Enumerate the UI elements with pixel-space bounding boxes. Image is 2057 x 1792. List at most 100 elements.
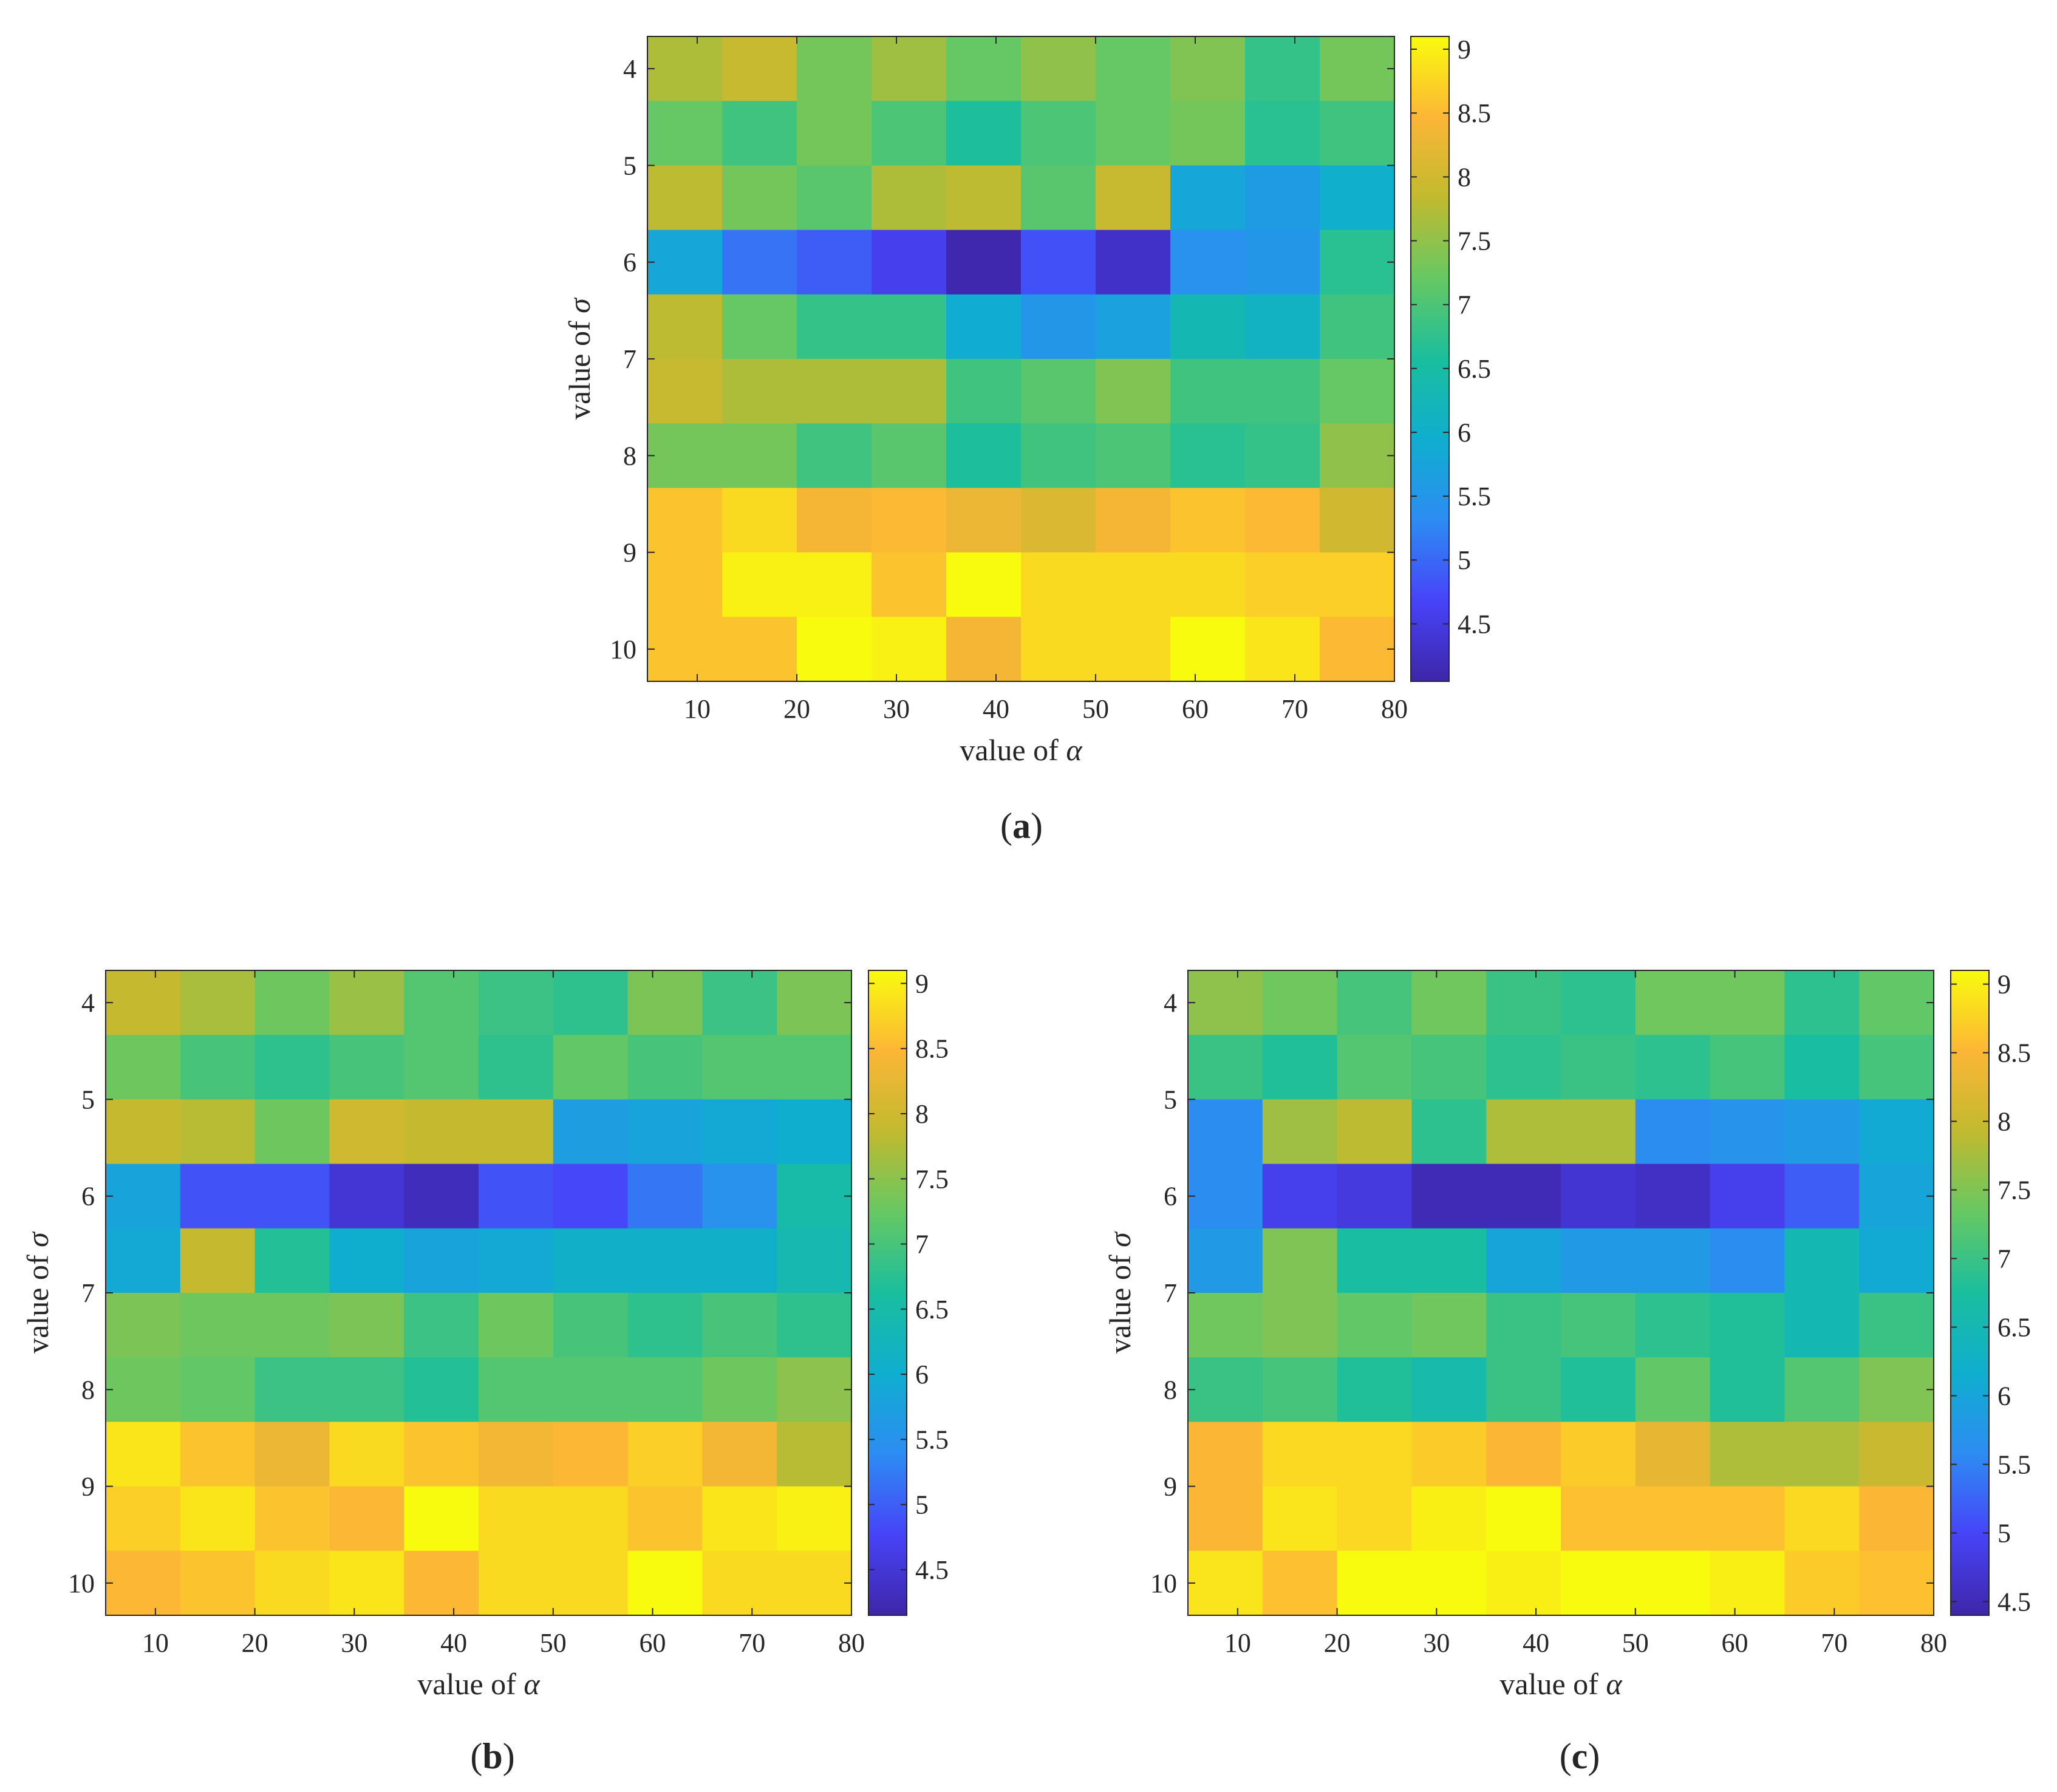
colorbar-tick-label: 4.5 (1997, 1587, 2031, 1617)
heatmap-cell (627, 1550, 703, 1616)
heatmap-cell (1561, 1357, 1636, 1422)
heatmap-cell (1320, 616, 1395, 682)
x-tick-label: 80 (1381, 694, 1408, 724)
heatmap-cell (797, 294, 872, 359)
x-tick-label: 20 (1324, 1628, 1351, 1658)
heatmap-cell (702, 1422, 777, 1487)
heatmap-cell (647, 36, 723, 101)
heatmap-cell (1245, 552, 1320, 618)
heatmap-cell (777, 1357, 852, 1422)
heatmap-cell (797, 552, 872, 618)
heatmap-cell (479, 1486, 554, 1552)
heatmap-cell (1635, 1228, 1711, 1293)
heatmap-cell (647, 165, 723, 231)
heatmap-cell (1021, 552, 1096, 618)
heatmap-cell (1486, 1293, 1561, 1358)
heatmap-cell (1245, 488, 1320, 553)
heatmap-cell (722, 294, 797, 359)
colorbar-tick-label: 9 (1458, 35, 1471, 64)
x-axis-label: value of α (1499, 1667, 1623, 1701)
heatmap-cell (872, 230, 947, 295)
heatmap-cell (553, 1486, 629, 1552)
y-tick-label: 7 (1164, 1278, 1177, 1308)
colorbar-tick-label: 4.5 (915, 1555, 949, 1585)
caption-letter: c (1572, 1736, 1588, 1776)
colorbar (868, 970, 907, 1616)
heatmap-cell (1188, 1550, 1263, 1616)
x-tick-label: 70 (739, 1628, 765, 1658)
y-axis-label: value of σ (21, 1231, 55, 1354)
heatmap-cell (722, 165, 797, 231)
heatmap-cell (1710, 1486, 1785, 1552)
heatmap-cell (777, 1099, 852, 1165)
heatmap-cell (1320, 359, 1395, 424)
heatmap-cell (329, 1293, 404, 1358)
heatmap-cell (647, 294, 723, 359)
heatmap-cell (1784, 1293, 1860, 1358)
heatmap-cell (702, 1357, 777, 1422)
heatmap-cell (1635, 1422, 1711, 1487)
heatmap-cell (1859, 970, 1934, 1035)
heatmap-cell (1635, 1293, 1711, 1358)
heatmap-cell (479, 1228, 554, 1293)
heatmap-cell (946, 488, 1022, 553)
heatmap-cell (1486, 1357, 1561, 1422)
heatmap-cell (627, 970, 703, 1035)
y-tick-label: 6 (1164, 1182, 1177, 1211)
heatmap-cell (1710, 1357, 1785, 1422)
heatmap-cell (1096, 230, 1171, 295)
heatmap-cell (1245, 36, 1320, 101)
heatmap-cell (1561, 1163, 1636, 1229)
colorbar-tick-label: 9 (915, 969, 929, 998)
x-axis-label-text: value of (1499, 1667, 1606, 1701)
heatmap-cell (1170, 552, 1246, 618)
colorbar-tick-label: 8 (1997, 1107, 2011, 1137)
colorbar-tick-label: 6 (1458, 418, 1471, 448)
heatmap-cell (553, 1422, 629, 1487)
heatmap-cell (1245, 101, 1320, 166)
caption-close: ) (503, 1736, 515, 1776)
heatmap-cell (1859, 1422, 1934, 1487)
heatmap-cell (254, 1550, 330, 1616)
heatmap-cell (1096, 616, 1171, 682)
heatmap-cell (1188, 1163, 1263, 1229)
y-tick-label: 8 (623, 441, 636, 471)
colorbar-tick-label: 6.5 (1458, 354, 1491, 384)
heatmap-cell (722, 488, 797, 553)
heatmap-cell (1262, 970, 1338, 1035)
heatmap-cell (1245, 616, 1320, 682)
heatmap-cell (1021, 101, 1096, 166)
colorbar-tick-label: 8 (1458, 162, 1471, 192)
heatmap-cell (1337, 1035, 1412, 1100)
heatmap-cell (404, 1550, 479, 1616)
heatmap-cell (106, 1293, 181, 1358)
heatmap-cell (180, 1099, 256, 1165)
y-axis-label-text: value of (1103, 1247, 1137, 1354)
heatmap-cell (1021, 616, 1096, 682)
heatmap-cell (180, 1228, 256, 1293)
heatmap-cell (1561, 970, 1636, 1035)
heatmap-cell (946, 294, 1022, 359)
heatmap-cell (1859, 1099, 1934, 1165)
heatmap-cell (106, 1550, 181, 1616)
heatmap-cell (404, 1099, 479, 1165)
heatmap-cell (946, 552, 1022, 618)
heatmap-cell (106, 1035, 181, 1100)
heatmap-cell (722, 359, 797, 424)
colorbar-tick-label: 7.5 (1997, 1176, 2031, 1205)
heatmap-cell (1262, 1035, 1338, 1100)
heatmap-cell (1710, 1035, 1785, 1100)
heatmap-cell (329, 970, 404, 1035)
heatmap-cell (702, 1486, 777, 1552)
panel-caption: (b) (470, 1736, 514, 1776)
heatmap-cell (1337, 1486, 1412, 1552)
panel-caption: (c) (1560, 1736, 1600, 1776)
heatmap-cell (1486, 1099, 1561, 1165)
heatmap-cell (1170, 294, 1246, 359)
y-axis-symbol: σ (21, 1231, 55, 1247)
heatmap-cell (1337, 970, 1412, 1035)
heatmap-cell (553, 1099, 629, 1165)
heatmap-cell (1021, 165, 1096, 231)
